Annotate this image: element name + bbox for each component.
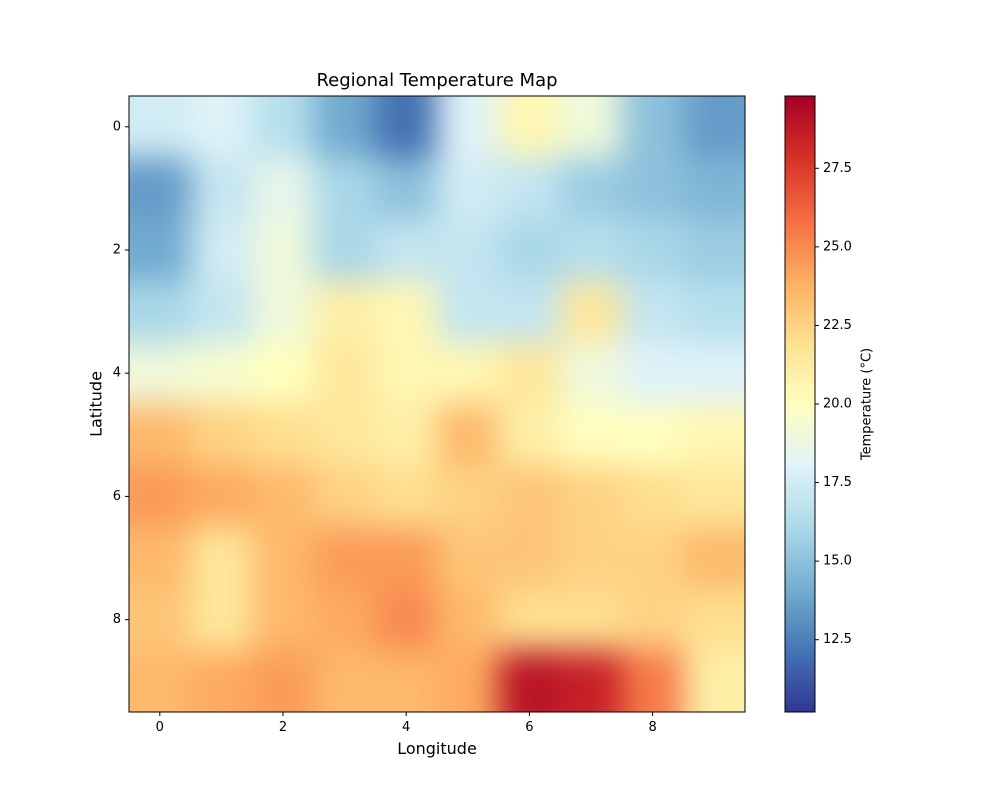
colorbar-tick-label: 25.0 xyxy=(823,239,852,254)
colorbar-ticks: 12.5 15.0 17.5 20.0 22.5 25.0 27.5 xyxy=(815,161,852,647)
y-tick-label: 8 xyxy=(113,612,121,627)
colorbar-tick-label: 12.5 xyxy=(823,632,852,647)
x-tick-label: 2 xyxy=(279,720,287,735)
y-axis-label: Latitude xyxy=(86,371,106,437)
y-tick-label: 4 xyxy=(113,366,121,381)
colorbar-tick-label: 27.5 xyxy=(823,161,852,176)
colorbar-tick-label: 17.5 xyxy=(823,475,852,490)
x-axis-ticks: 0 2 4 6 8 xyxy=(156,712,657,735)
y-axis-ticks: 0 2 4 6 8 xyxy=(113,119,129,627)
colorbar-tick-label: 22.5 xyxy=(823,318,852,333)
x-tick-label: 0 xyxy=(156,720,164,735)
y-tick-label: 6 xyxy=(113,489,121,504)
colorbar xyxy=(784,95,816,713)
plot-frame xyxy=(128,95,746,713)
y-tick-label: 2 xyxy=(113,243,121,258)
x-tick-label: 6 xyxy=(525,720,533,735)
colorbar-tick-label: 20.0 xyxy=(823,397,852,412)
x-axis-label: Longitude xyxy=(397,739,477,758)
colorbar-label: Temperature (°C) xyxy=(859,347,875,461)
colorbar-tick-label: 15.0 xyxy=(823,554,852,569)
x-tick-label: 8 xyxy=(648,720,656,735)
y-tick-label: 0 xyxy=(113,119,121,134)
heatmap-image xyxy=(129,96,745,712)
chart-title: Regional Temperature Map xyxy=(316,70,558,91)
x-tick-label: 4 xyxy=(402,720,410,735)
